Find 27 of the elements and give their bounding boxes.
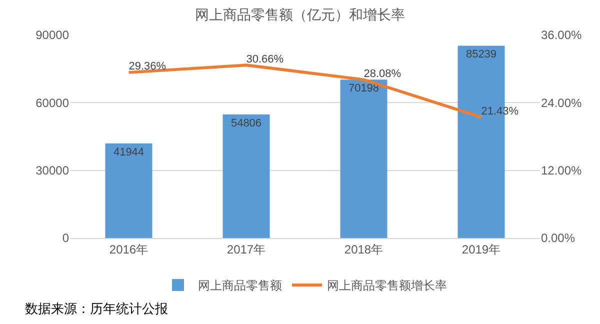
data-label: 85239 [466, 48, 497, 61]
y-tick-label: 30000 [36, 164, 70, 178]
x-tick-label: 2016年 [109, 242, 148, 256]
legend-label: 网上商品零售额增长率 [327, 278, 447, 293]
data-label: 30.66% [246, 53, 284, 66]
y2-tick-label: 12.00% [541, 164, 582, 178]
data-label: 28.08% [364, 68, 402, 80]
bar [222, 114, 270, 238]
source-note: 数据来源：历年统计公报 [25, 301, 168, 316]
x-tick-label: 2019年 [462, 242, 501, 256]
y-tick-label: 60000 [36, 96, 70, 110]
y-tick-label: 0 [62, 231, 70, 246]
legend-label: 网上商品零售额 [198, 278, 282, 293]
y2-tick-label: 0.00% [541, 231, 576, 246]
data-label: 41944 [113, 146, 144, 158]
x-tick-label: 2018年 [344, 242, 384, 256]
y2-tick-label: 36.00% [541, 28, 582, 42]
data-label: 54806 [230, 117, 262, 130]
y-tick-label: 90000 [36, 28, 70, 42]
y2-tick-label: 24.00% [541, 96, 582, 110]
bar [340, 80, 388, 238]
data-label: 29.36% [128, 60, 166, 73]
bar [105, 143, 152, 238]
x-tick-label: 2017年 [226, 242, 266, 256]
chart-title: 网上商品零售额（亿元）和增长率 [195, 6, 405, 23]
line-series [127, 64, 483, 119]
data-label: 70198 [348, 82, 380, 95]
